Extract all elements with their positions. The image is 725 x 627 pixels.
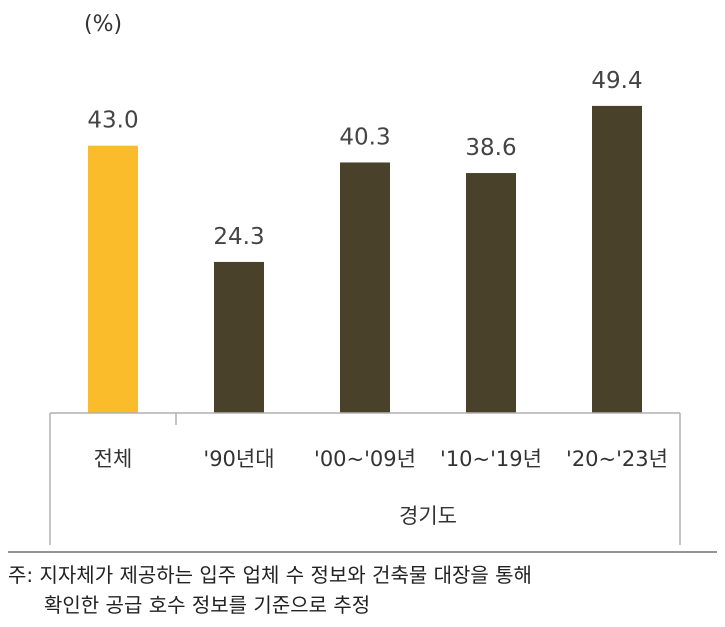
bar-2	[340, 162, 390, 413]
value-label-4: 49.4	[591, 68, 642, 94]
value-label-1: 24.3	[213, 224, 264, 250]
category-label-3: '10~'19년	[440, 447, 542, 471]
bar-3	[466, 173, 516, 413]
footnote-line-1: 주: 지자체가 제공하는 입주 업체 수 정보와 건축물 대장을 통해	[8, 563, 532, 587]
bar-4	[592, 105, 642, 413]
category-label-2: '00~'09년	[314, 447, 416, 471]
footnote: 주: 지자체가 제공하는 입주 업체 수 정보와 건축물 대장을 통해 확인한 …	[8, 560, 708, 620]
unit-label: (%)	[84, 12, 123, 37]
category-label-4: '20~'23년	[566, 447, 668, 471]
group-label: 경기도	[399, 504, 457, 528]
category-label-0: 전체	[94, 447, 133, 471]
value-label-3: 38.6	[465, 135, 516, 161]
value-label-2: 40.3	[339, 124, 390, 150]
value-label-0: 43.0	[87, 108, 138, 134]
bar-1	[214, 261, 264, 413]
bar-0	[88, 145, 138, 413]
bar-chart: 43.0 전체 24.3 '90년대 40.3 '00~'09년 38.6 '10~'19년 4…	[8, 68, 717, 553]
category-label-1: '90년대	[203, 447, 274, 471]
footnote-line-2: 확인한 공급 호수 정보를 기준으로 추정	[44, 593, 371, 617]
